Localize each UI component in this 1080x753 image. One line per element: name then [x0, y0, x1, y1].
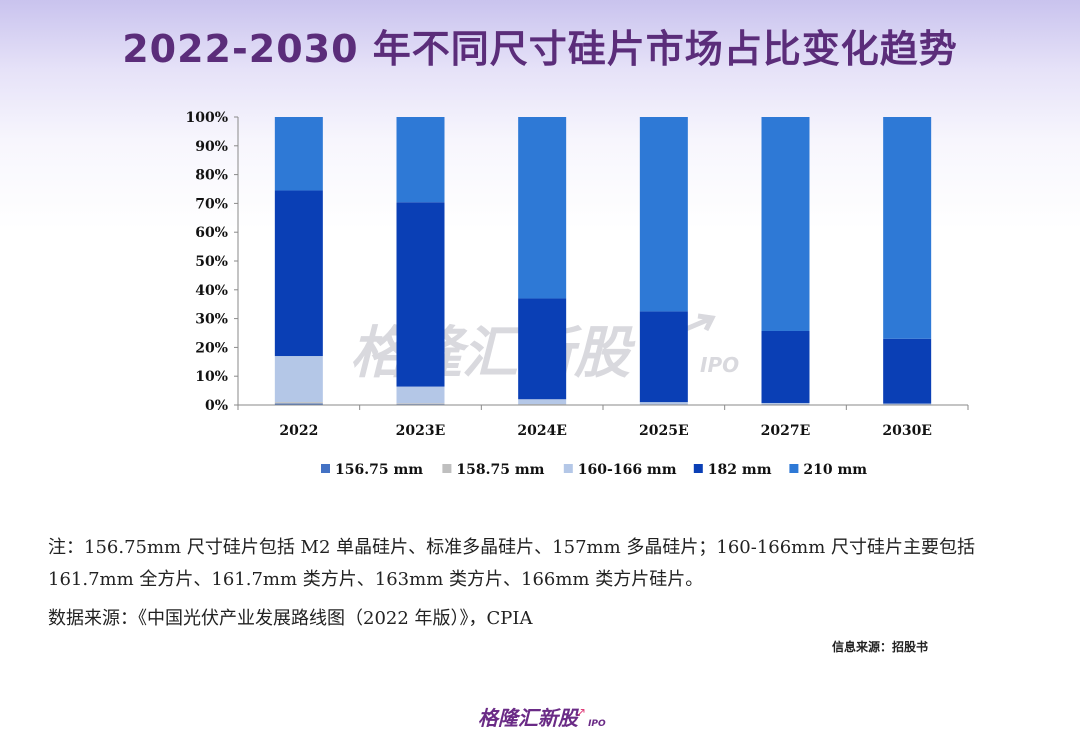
bar-segment — [883, 403, 932, 405]
info-source: 信息来源：招股书 — [832, 640, 929, 654]
legend-swatch — [442, 464, 452, 473]
watermark-text: 格隆汇新股 — [350, 321, 636, 386]
x-tick-label: 2027E — [761, 423, 811, 439]
footer-logo-text: 格隆汇新股 — [478, 706, 578, 730]
data-source: 数据来源：《中国光伏产业发展路线图（2022 年版）》，CPIA — [48, 608, 533, 629]
bar-segment — [396, 386, 445, 404]
bar-segment — [518, 117, 567, 299]
bar-segment — [396, 117, 445, 203]
y-tick-label: 40% — [195, 283, 228, 299]
bar-segment — [639, 402, 688, 405]
bar-segment — [883, 338, 932, 404]
bar-segment — [274, 403, 323, 405]
bar-segment — [761, 117, 810, 331]
legend-item: 158.75 mm — [442, 462, 545, 478]
x-tick-label: 2025E — [639, 423, 689, 439]
footer-logo: 格隆汇新股 ↗ IPO — [478, 702, 606, 731]
y-tick-label: 70% — [195, 196, 228, 212]
legend-label: 210 mm — [803, 462, 867, 478]
legend-item: 156.75 mm — [321, 462, 423, 478]
legend-label: 182 mm — [708, 462, 772, 478]
y-tick-label: 0% — [205, 398, 228, 414]
bar-segment — [883, 117, 932, 339]
bar-segment — [518, 298, 567, 400]
y-tick-label: 50% — [195, 254, 228, 270]
watermark-ipo: IPO — [700, 353, 739, 377]
chart-note: 注：156.75mm 尺寸硅片包括 M2 单晶硅片、标准多晶硅片、157mm 多… — [48, 537, 976, 590]
page-title: 2022-2030 年不同尺寸硅片市场占比变化趋势 — [122, 27, 958, 71]
y-tick-label: 20% — [195, 340, 228, 356]
y-tick-label: 80% — [195, 168, 228, 184]
x-tick-label: 2022 — [279, 423, 318, 439]
x-tick-label: 2030E — [882, 423, 932, 439]
bar-segment — [761, 330, 810, 403]
legend-label: 156.75 mm — [335, 462, 423, 478]
bar-segment — [639, 117, 688, 312]
bar-segment — [518, 399, 567, 405]
y-tick-label: 90% — [195, 139, 228, 155]
y-tick-label: 10% — [195, 369, 228, 385]
bar-segment — [274, 356, 323, 403]
bar-segment — [761, 402, 810, 405]
bar-segment — [639, 311, 688, 403]
legend-swatch — [563, 464, 573, 473]
legend-item: 160-166 mm — [563, 462, 677, 478]
legend-item: 210 mm — [789, 462, 867, 478]
legend-swatch — [321, 464, 330, 473]
bar-segment — [274, 190, 323, 357]
legend-label: 158.75 mm — [456, 462, 544, 478]
footer-logo-ipo: IPO — [588, 719, 606, 729]
y-tick-label: 60% — [195, 225, 228, 241]
x-tick-label: 2023E — [396, 423, 446, 439]
bar-segment — [396, 403, 445, 405]
legend-item: 182 mm — [693, 462, 772, 478]
bar-segment — [274, 402, 323, 404]
y-tick-label: 30% — [195, 312, 228, 328]
x-tick-label: 2024E — [517, 423, 567, 439]
bar-segment — [274, 117, 323, 191]
y-tick-label: 100% — [185, 110, 228, 126]
stacked-bar-chart: 格隆汇新股 IPO 0% 10% 20% 30% 40% 50% 60% 70% 80% 90% 1… — [185, 110, 969, 478]
legend-swatch — [693, 464, 703, 473]
legend-label: 160-166 mm — [578, 462, 677, 478]
bar-segment — [396, 202, 445, 387]
legend-swatch — [789, 464, 799, 473]
trend-arrow-icon: ↗ — [576, 705, 587, 719]
